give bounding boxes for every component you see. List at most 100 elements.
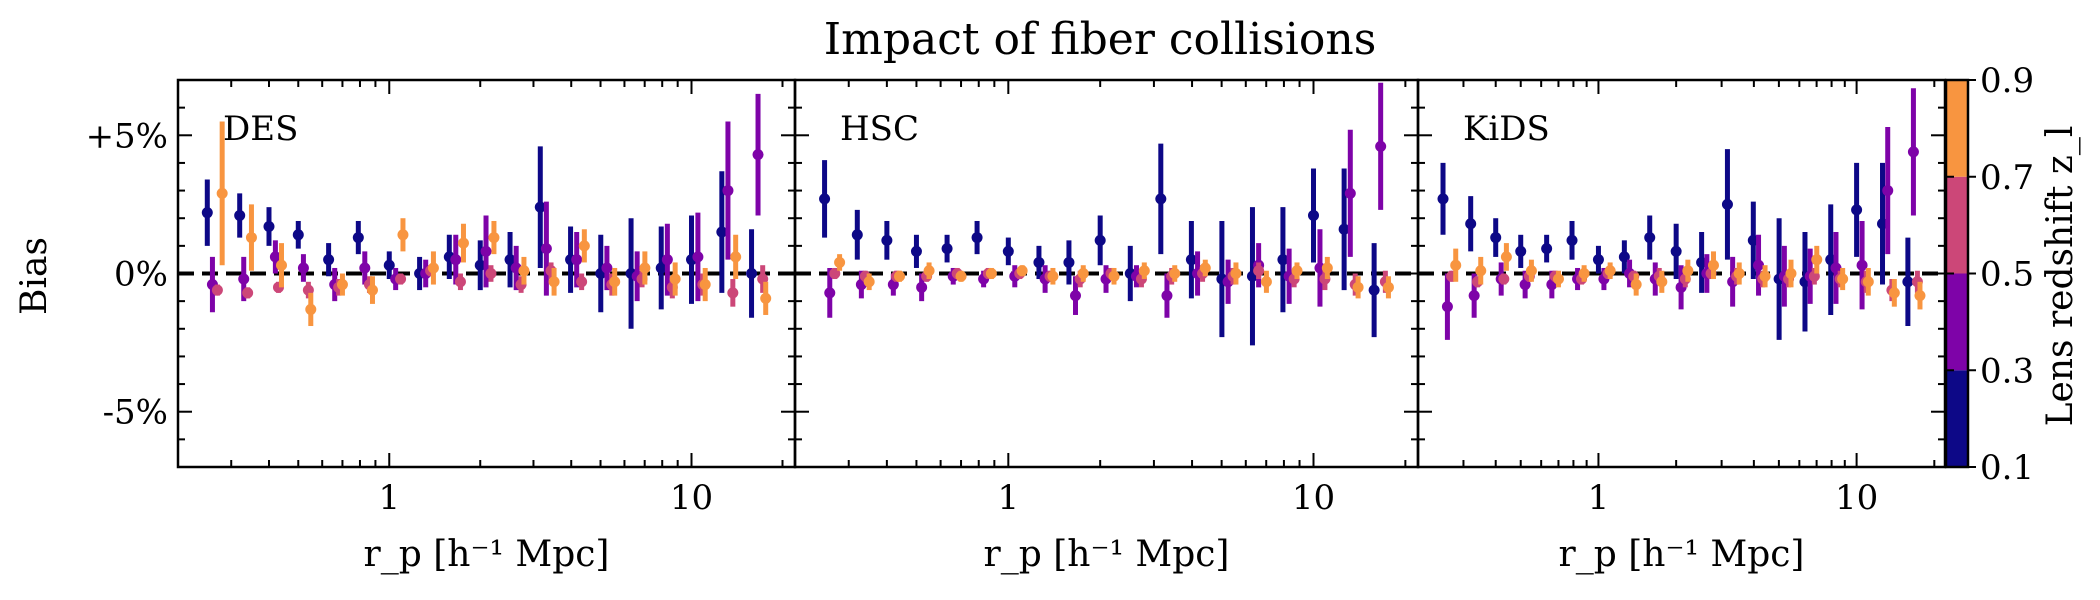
x-tick-label: 10 [1292, 478, 1335, 518]
series-z-0.5-0.7 [211, 262, 769, 307]
data-point [661, 254, 673, 266]
series-z-0.7-0.9 [216, 121, 772, 327]
data-point [692, 251, 704, 263]
data-point [518, 265, 530, 277]
data-point [1808, 270, 1820, 282]
data-point [1002, 245, 1014, 257]
data-point [383, 259, 395, 271]
series-z-0.1-0.3 [819, 143, 1380, 346]
data-point [1811, 254, 1823, 266]
data-point [1077, 268, 1089, 279]
data-point [427, 262, 439, 274]
data-point [971, 232, 983, 244]
data-point [548, 276, 560, 288]
data-point [824, 287, 836, 299]
data-point [716, 226, 728, 238]
data-point [1321, 262, 1333, 274]
data-point [474, 259, 486, 271]
data-point [1856, 259, 1868, 271]
colorbar-tick-label: 0.3 [1980, 351, 2034, 391]
data-point [1882, 185, 1894, 197]
data-point [504, 254, 516, 266]
data-point [1707, 259, 1719, 271]
x-tick-label: 10 [1835, 478, 1878, 518]
data-point [760, 292, 772, 304]
data-point [201, 207, 213, 219]
x-tick-label: 1 [378, 478, 400, 518]
data-point [851, 229, 863, 241]
y-tick-label: -5% [103, 393, 168, 433]
data-point [1721, 198, 1733, 210]
data-point [1368, 284, 1380, 296]
data-point [454, 276, 466, 288]
data-point [1907, 146, 1919, 158]
colorbar-tick-label: 0.7 [1980, 158, 2034, 198]
data-point [1307, 209, 1319, 221]
data-point [263, 221, 275, 233]
data-point [1375, 140, 1387, 152]
data-point [571, 254, 583, 266]
y-tick-label: +5% [86, 116, 168, 156]
data-point [746, 268, 758, 279]
data-point [578, 240, 590, 252]
data-point [1161, 290, 1173, 302]
data-point [1656, 276, 1668, 288]
data-point [1155, 193, 1167, 205]
x-tick-label: 10 [670, 478, 713, 518]
data-point [1291, 265, 1303, 277]
data-point [1033, 256, 1045, 268]
data-point [1759, 270, 1771, 282]
data-point [1260, 276, 1272, 288]
panel-hsc: 1 10 HSC [793, 78, 1420, 518]
panel-label: HSC [840, 109, 919, 149]
data-point [1630, 279, 1642, 291]
data-point [234, 209, 246, 221]
data-point [752, 149, 764, 161]
data-point [881, 234, 893, 246]
data-point [1382, 281, 1394, 293]
data-point [216, 187, 228, 199]
data-point [1578, 268, 1590, 279]
data-point [923, 265, 935, 277]
data-point [1498, 273, 1510, 285]
data-point [834, 256, 846, 268]
data-point [302, 284, 314, 296]
data-point [534, 201, 546, 213]
chart-title: Impact of fiber collisions [824, 14, 1377, 65]
data-point [1618, 251, 1630, 263]
data-point [1862, 276, 1874, 288]
colorbar-tick-label: 0.9 [1980, 61, 2034, 101]
colorbar-segment [1946, 273, 1968, 371]
data-point [1230, 268, 1242, 279]
colorbar-segment [1946, 80, 1968, 177]
data-point [1277, 254, 1289, 266]
x-tick-label: 1 [997, 478, 1019, 518]
data-point [639, 262, 651, 274]
data-point [910, 245, 922, 257]
series-z-0.7-0.9 [1450, 243, 1926, 310]
data-point [819, 193, 831, 205]
panels: +5% 0% -5% 1 10 DES 1 10 HSC 1 10 KiDS [86, 78, 1947, 518]
data-point [1468, 290, 1480, 302]
data-point [757, 273, 769, 285]
data-point [480, 245, 492, 257]
panel-des: +5% 0% -5% 1 10 DES [86, 78, 797, 518]
data-point [359, 262, 371, 274]
y-tick-label: 0% [114, 255, 168, 295]
data-point [1515, 245, 1527, 257]
colorbar: 0.1 0.3 0.5 0.7 0.9 [1944, 61, 2034, 488]
data-point [1108, 270, 1120, 282]
data-point [829, 268, 841, 279]
data-point [238, 273, 250, 285]
data-point [1644, 232, 1656, 244]
x-axis-label: r_p [h⁻¹ Mpc] [984, 534, 1230, 575]
data-point [1785, 268, 1797, 279]
data-point [1450, 259, 1462, 271]
data-point [1069, 290, 1081, 302]
data-point [1138, 265, 1150, 277]
x-axis-label: r_p [h⁻¹ Mpc] [364, 534, 610, 575]
data-point [1500, 251, 1512, 263]
data-point [1185, 254, 1197, 266]
data-point [1047, 270, 1059, 282]
data-point [1338, 223, 1350, 235]
